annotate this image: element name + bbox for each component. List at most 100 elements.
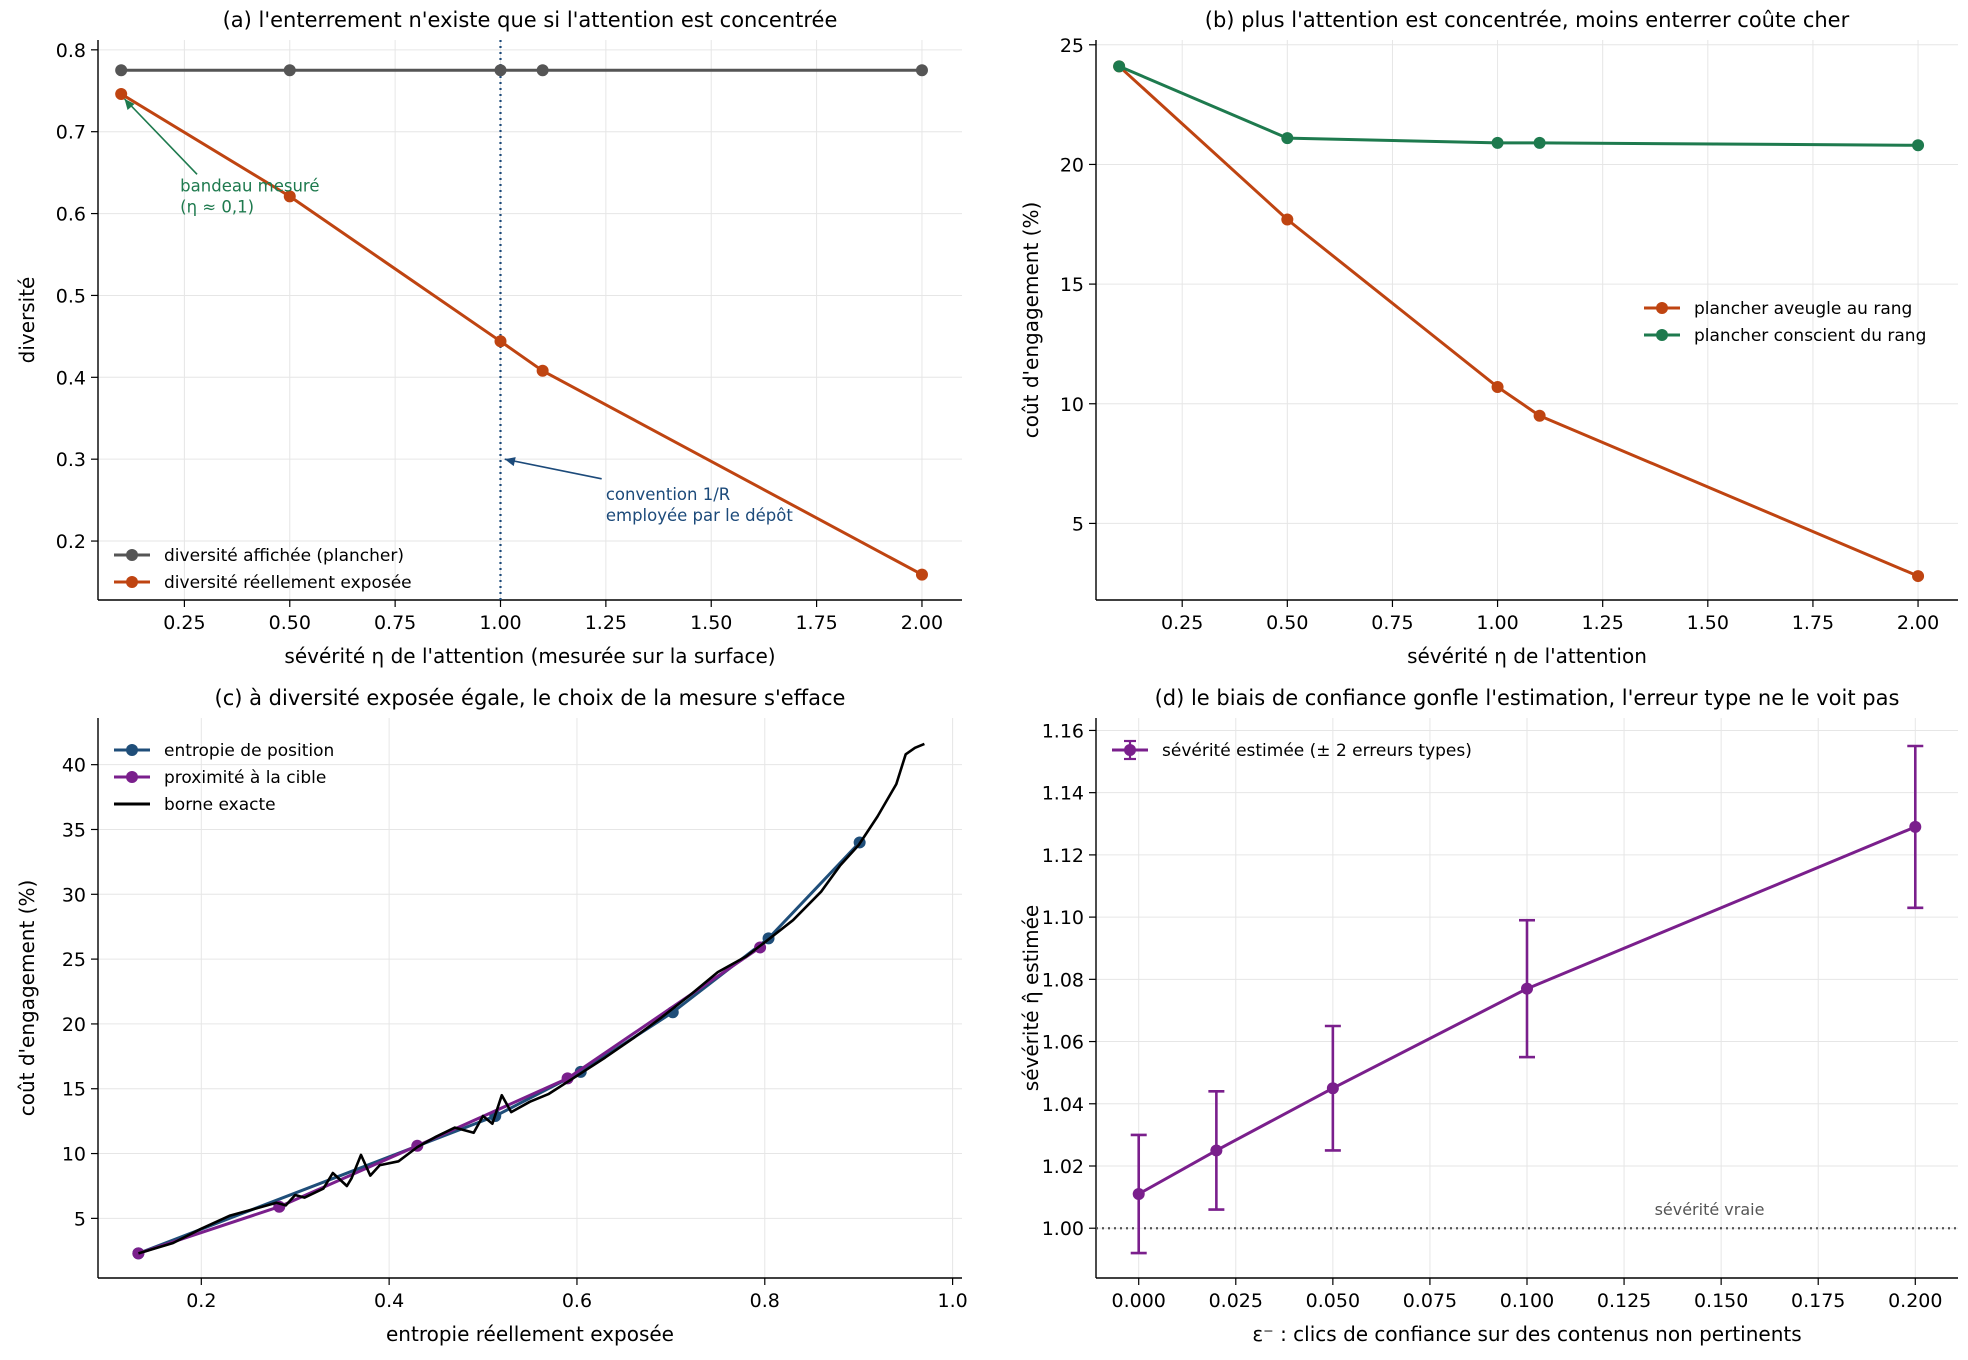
x-tick-label: 1.25 xyxy=(1582,612,1624,634)
grid xyxy=(1096,40,1958,600)
annotations: bandeau mesuré (η ≈ 0,1) convention 1/R emp… xyxy=(123,98,793,525)
data-point xyxy=(1326,1082,1339,1095)
annotation-arrowhead xyxy=(124,98,135,110)
data-point xyxy=(1491,136,1504,149)
x-tick-label: 2.00 xyxy=(901,612,943,634)
x-axis-label: sévérité η de l'attention xyxy=(1407,644,1647,668)
y-tick-label: 1.04 xyxy=(1042,1094,1084,1116)
y-tick-label: 5 xyxy=(74,1208,86,1230)
legend-marker xyxy=(126,576,138,588)
data-point xyxy=(915,64,928,77)
grid xyxy=(98,718,962,1278)
y-tick-label: 0.8 xyxy=(56,40,86,62)
annotation-arrow xyxy=(123,98,198,175)
series-line xyxy=(137,841,861,1255)
y-tick-label: 1.00 xyxy=(1042,1218,1084,1240)
chart-title: (d) le biais de confiance gonfle l'estim… xyxy=(1155,686,1900,710)
series-2 xyxy=(1113,60,1925,152)
x-tick-label: 0.200 xyxy=(1888,1290,1942,1312)
annotation-arrowhead xyxy=(504,457,516,467)
y-tick-label: 1.16 xyxy=(1042,720,1084,742)
y-tick-label: 1.12 xyxy=(1042,845,1084,867)
legend: sévérité estimée (± 2 erreurs types) xyxy=(1112,739,1472,761)
data-point xyxy=(1909,820,1922,833)
y-tick-label: 0.4 xyxy=(56,367,86,389)
data-point xyxy=(283,190,296,203)
y-tick-label: 5 xyxy=(1072,513,1084,535)
legend-label: plancher conscient du rang xyxy=(1694,326,1926,346)
x-tick-label: 0.4 xyxy=(374,1290,404,1312)
legend-label: proximité à la cible xyxy=(164,768,326,788)
chart-title: (b) plus l'attention est concentrée, moi… xyxy=(1205,8,1850,32)
legend-label: entropie de position xyxy=(164,741,334,761)
data-point xyxy=(1210,1144,1223,1157)
series-1 xyxy=(1113,60,1925,583)
y-tick-label: 0.5 xyxy=(56,285,86,307)
legend-label: diversité réellement exposée xyxy=(164,573,412,593)
reference-hline-label: sévérité vraie xyxy=(1655,1200,1765,1219)
series-2 xyxy=(115,88,928,581)
data-point xyxy=(494,64,507,77)
legend-marker xyxy=(1656,302,1668,314)
x-tick-label: 0.175 xyxy=(1791,1290,1845,1312)
x-axis-label: ε⁻ : clics de confiance sur des contenus… xyxy=(1252,1322,1801,1346)
x-axis-label: sévérité η de l'attention (mesurée sur l… xyxy=(284,644,775,668)
annotation-arrow xyxy=(504,458,602,480)
data-point xyxy=(536,364,549,377)
chart-title: (a) l'enterrement n'existe que si l'atte… xyxy=(223,8,838,32)
legend-marker xyxy=(1656,329,1668,341)
data-point xyxy=(1281,213,1294,226)
y-tick-label: 0.2 xyxy=(56,531,86,553)
legend-marker xyxy=(126,771,138,783)
x-tick-label: 0.125 xyxy=(1597,1290,1651,1312)
y-tick-label: 1.08 xyxy=(1042,969,1084,991)
legend-label: borne exacte xyxy=(164,795,276,815)
x-tick-label: 0.8 xyxy=(750,1290,780,1312)
data-point xyxy=(115,64,128,77)
legend-label: plancher aveugle au rang xyxy=(1694,299,1912,319)
y-tick-label: 25 xyxy=(62,949,86,971)
y-axis-label: coût d'engagement (%) xyxy=(1019,202,1043,439)
x-tick-label: 0.2 xyxy=(186,1290,216,1312)
y-tick-label: 15 xyxy=(1060,274,1084,296)
x-tick-label: 0.6 xyxy=(562,1290,592,1312)
y-tick-label: 0.3 xyxy=(56,449,86,471)
legend: plancher aveugle au rang plancher conscie… xyxy=(1644,299,1926,346)
x-tick-label: 0.75 xyxy=(374,612,416,634)
y-tick-label: 1.14 xyxy=(1042,783,1084,805)
data-point xyxy=(1281,132,1294,145)
x-tick-label: 0.050 xyxy=(1306,1290,1360,1312)
x-tick-label: 0.50 xyxy=(1266,612,1308,634)
series-line xyxy=(120,92,923,576)
x-tick-label: 2.00 xyxy=(1897,612,1939,634)
y-tick-label: 0.7 xyxy=(56,122,86,144)
legend-marker xyxy=(1124,744,1136,756)
series-3 xyxy=(138,742,925,1255)
panel-a: 0.25 0.50 0.75 1.00 1.25 1.50 1.75 2.00 0.2 0.3 0.… xyxy=(15,8,962,668)
data-point xyxy=(1521,982,1533,995)
data-point xyxy=(132,1247,145,1260)
y-tick-label: 15 xyxy=(62,1079,86,1101)
legend-label: diversité affichée (plancher) xyxy=(164,546,404,566)
x-tick-label: 0.075 xyxy=(1403,1290,1457,1312)
legend-label: sévérité estimée (± 2 erreurs types) xyxy=(1162,741,1472,761)
grid xyxy=(98,40,962,600)
data-point xyxy=(536,64,549,77)
x-tick-label: 1.0 xyxy=(937,1290,967,1312)
y-axis-label: coût d'engagement (%) xyxy=(15,880,39,1117)
series-line xyxy=(137,946,761,1255)
data-point xyxy=(1912,570,1925,583)
x-axis-label: entropie réellement exposée xyxy=(386,1322,674,1346)
y-axis-label: sévérité η̂ estimée xyxy=(1019,905,1043,1091)
x-tick-label: 0.50 xyxy=(269,612,311,634)
x-tick-label: 1.50 xyxy=(690,612,732,634)
series-2 xyxy=(132,941,767,1260)
y-tick-label: 30 xyxy=(62,884,86,906)
legend-marker xyxy=(126,744,138,756)
y-tick-label: 20 xyxy=(1060,154,1084,176)
annotation-label: (η ≈ 0,1) xyxy=(180,197,254,216)
annotation-label: convention 1/R xyxy=(606,485,730,504)
legend-marker xyxy=(126,549,138,561)
data-point xyxy=(494,335,507,348)
data-point xyxy=(1533,136,1546,149)
